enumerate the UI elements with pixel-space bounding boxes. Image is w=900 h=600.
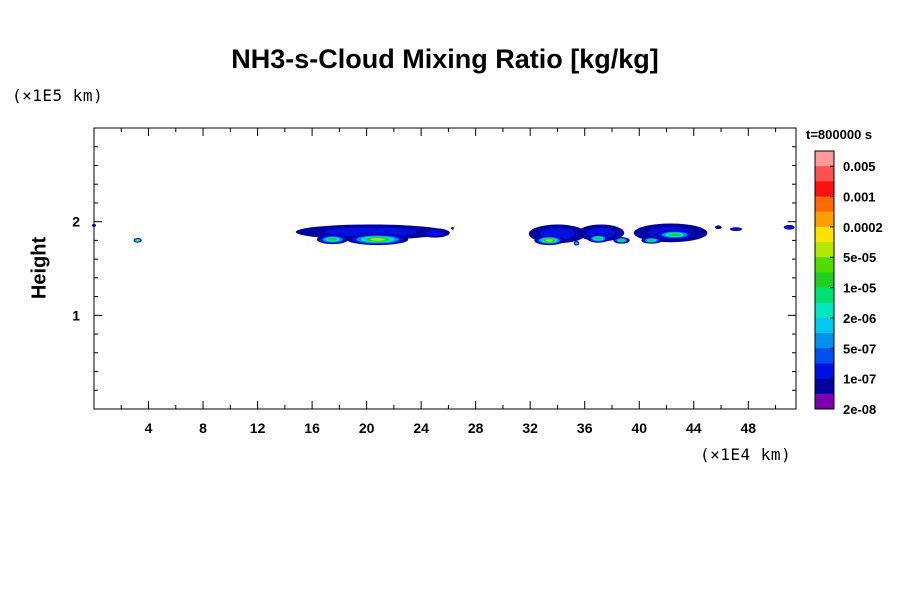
colorbar-segment xyxy=(815,211,834,228)
colorbar-label: 2e-08 xyxy=(843,402,876,417)
colorbar-segment xyxy=(815,363,834,379)
x-tick-label: 16 xyxy=(304,420,320,436)
plot-frame xyxy=(93,127,797,410)
x-tick-label: 12 xyxy=(250,420,266,436)
cloud-band xyxy=(785,225,793,229)
time-label: t=800000 s xyxy=(806,127,873,142)
colorbar-segment xyxy=(815,196,834,213)
x-tick-label: 44 xyxy=(686,420,702,436)
x-tick-label: 20 xyxy=(359,420,375,436)
x-axis-unit-label: (×1E4 km) xyxy=(700,445,792,464)
chart-title: NH3-s-Cloud Mixing Ratio [kg/kg] xyxy=(231,44,659,74)
cloud-core xyxy=(575,242,578,245)
cloud-core xyxy=(648,239,655,242)
colorbar-label: 2e-06 xyxy=(843,311,876,326)
colorbar-segment xyxy=(815,302,834,319)
colorbar-segment xyxy=(815,287,834,304)
colorbar-label: 0.001 xyxy=(843,190,876,205)
cloud-band xyxy=(732,228,740,231)
colorbar-label: 1e-07 xyxy=(843,372,876,387)
colorbar-segment xyxy=(815,272,834,288)
cloud-core xyxy=(668,233,681,237)
y-tick-label: 1 xyxy=(72,307,80,323)
cloud-band xyxy=(451,226,454,230)
colorbar-label: 5e-07 xyxy=(843,341,876,356)
colorbar-frame xyxy=(814,150,835,410)
cloud-band xyxy=(714,225,722,230)
colorbar-segment xyxy=(815,242,834,258)
colorbar-segment xyxy=(815,181,834,197)
x-tick-label: 24 xyxy=(413,420,429,436)
x-tick-label: 8 xyxy=(199,420,207,436)
y-axis-unit-label: (×1E5 km) xyxy=(12,86,104,105)
colorbar-segment xyxy=(815,226,834,243)
colorbar-segment xyxy=(815,151,834,167)
colorbar: 0.005 0.001 0.0002 5e-05 1e-05 2e-06 5e-07 1e-0… xyxy=(814,150,883,417)
x-tick-label: 4 xyxy=(145,420,153,436)
colorbar-segment xyxy=(815,348,834,364)
x-tick-label: 48 xyxy=(741,420,757,436)
cloud-band xyxy=(324,227,417,237)
cloud-band xyxy=(425,230,445,236)
colorbar-segment xyxy=(815,317,834,334)
cloud-core xyxy=(619,239,624,242)
cloud-core xyxy=(595,237,602,240)
x-tick-label: 28 xyxy=(468,420,484,436)
colorbar-segment xyxy=(815,166,834,182)
colorbar-segment xyxy=(815,333,834,349)
x-tick-label: 40 xyxy=(631,420,647,436)
y-tick-label: 2 xyxy=(72,214,80,230)
cloud-core xyxy=(370,238,385,241)
colorbar-label: 0.0002 xyxy=(843,220,883,235)
x-tick-label: 36 xyxy=(577,420,593,436)
x-tick-label: 32 xyxy=(522,420,538,436)
colorbar-segment xyxy=(815,378,834,395)
colorbar-segment xyxy=(815,257,834,273)
cloud-band xyxy=(136,239,139,242)
colorbar-label: 1e-05 xyxy=(843,281,876,296)
cloud-core xyxy=(545,239,553,242)
cloud-contours xyxy=(91,223,795,246)
colorbar-segment xyxy=(815,393,834,410)
colorbar-label: 5e-05 xyxy=(843,250,876,265)
colorbar-label: 0.005 xyxy=(843,159,876,174)
cloud-core xyxy=(328,238,338,241)
